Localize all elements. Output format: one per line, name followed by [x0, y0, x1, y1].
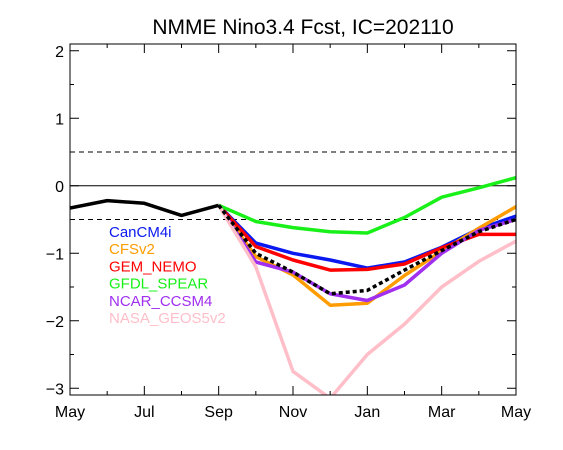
legend: CanCM4iCFSv2GEM_NEMOGFDL_SPEARNCAR_CCSM4…: [109, 224, 226, 327]
series-line-mean: [217, 204, 516, 296]
y-tick-label: −2: [46, 314, 64, 331]
x-tick-label: Jan: [354, 404, 380, 421]
x-tick-label: Sep: [204, 404, 233, 421]
y-tick-label: 2: [55, 44, 64, 61]
x-tick-label: May: [55, 404, 85, 421]
legend-entry-gem-nemo: GEM_NEMO: [109, 258, 197, 275]
axes: 2 1 0 −1 −2 −3 May Jul Sep Nov Jan Mar May: [46, 44, 531, 421]
series-line-gfdl-spear: [217, 176, 516, 235]
reference-lines: [70, 151, 516, 220]
legend-entry-cfsv2: CFSv2: [109, 241, 155, 258]
x-tick-label: Nov: [279, 404, 307, 421]
y-tick-label: 1: [55, 111, 64, 128]
y-tick-label: −3: [46, 381, 64, 398]
x-tick-label: Jul: [134, 404, 154, 421]
legend-entry-ncar-ccsm4: NCAR_CCSM4: [109, 293, 212, 310]
legend-entry-cancm4i: CanCM4i: [109, 224, 172, 241]
series-line-observed: [70, 198, 220, 218]
series-group: [70, 176, 516, 395]
x-tick-label: Mar: [428, 404, 456, 421]
y-tick-label: −1: [46, 246, 64, 263]
legend-entry-nasa-geos5v2: NASA_GEOS5v2: [109, 310, 226, 327]
legend-entry-gfdl-spear: GFDL_SPEAR: [109, 276, 208, 293]
series-line-nasa-geos5v2: [217, 204, 516, 395]
x-tick-label: May: [501, 404, 531, 421]
chart-title: NMME Nino3.4 Fcst, IC=202110: [152, 16, 453, 39]
y-tick-label: 0: [55, 179, 64, 196]
